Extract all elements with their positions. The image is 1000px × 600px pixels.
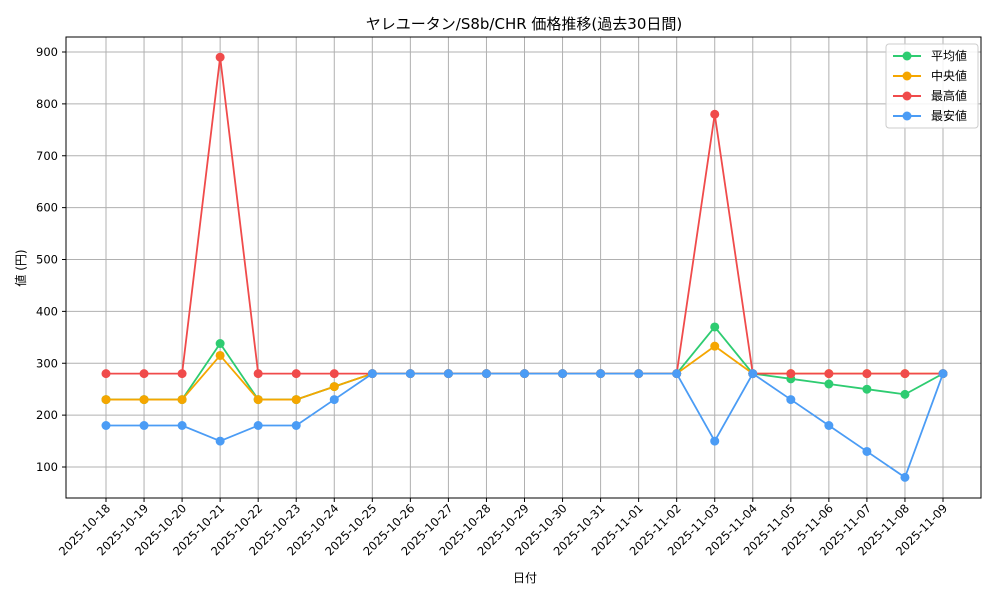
- data-point: [215, 52, 225, 62]
- y-tick-label: 200: [36, 408, 58, 422]
- data-point: [748, 369, 758, 379]
- plot-frame: [65, 36, 982, 499]
- data-point: [215, 339, 225, 349]
- legend-marker: [902, 91, 912, 101]
- legend-marker: [902, 51, 912, 61]
- data-point: [900, 369, 910, 379]
- data-point: [101, 421, 111, 430]
- x-axis-ticks: 2025-10-182025-10-192025-10-202025-10-21…: [56, 498, 950, 558]
- data-point: [291, 395, 301, 405]
- legend-label: 最高値: [931, 88, 967, 103]
- legend-marker: [902, 71, 912, 81]
- data-point: [177, 369, 187, 379]
- data-point: [900, 389, 910, 399]
- grid-lines: [66, 37, 981, 498]
- data-point: [862, 369, 872, 379]
- data-point: [215, 436, 225, 446]
- legend-label: 平均値: [931, 48, 967, 63]
- series-line: [101, 369, 948, 482]
- y-tick-label: 500: [36, 253, 58, 267]
- data-point: [862, 446, 872, 456]
- y-tick-label: 100: [36, 460, 58, 474]
- data-point: [786, 369, 796, 379]
- data-point: [329, 382, 339, 392]
- legend-label: 中央値: [931, 68, 967, 83]
- data-point: [710, 341, 720, 351]
- data-point: [139, 421, 149, 430]
- legend-box: [885, 43, 979, 129]
- y-tick-label: 800: [36, 97, 58, 111]
- data-point: [824, 369, 834, 379]
- data-point: [481, 369, 491, 379]
- data-point: [367, 369, 377, 379]
- data-point: [710, 109, 720, 119]
- data-point: [672, 369, 682, 379]
- x-axis-label: 日付: [513, 571, 537, 585]
- y-tick-label: 700: [36, 149, 58, 163]
- data-point: [291, 369, 301, 379]
- data-point: [786, 395, 796, 405]
- data-point: [862, 384, 872, 394]
- data-point: [596, 369, 606, 379]
- data-point: [900, 472, 910, 482]
- data-point: [253, 395, 263, 405]
- y-tick-label: 900: [36, 45, 58, 59]
- data-point: [520, 369, 529, 379]
- y-axis-ticks: 100 200 300 400 500 600 700 800 900: [36, 45, 66, 474]
- data-point: [329, 369, 339, 379]
- data-point: [215, 350, 225, 360]
- data-point: [443, 369, 453, 379]
- legend-label: 最安値: [931, 108, 967, 123]
- data-point: [558, 369, 568, 379]
- y-tick-label: 300: [36, 356, 58, 370]
- data-point: [177, 421, 187, 430]
- data-point: [101, 369, 111, 379]
- data-point: [824, 421, 834, 430]
- data-point: [329, 395, 339, 405]
- data-point: [139, 395, 149, 405]
- data-point: [710, 436, 720, 446]
- data-point: [824, 379, 834, 389]
- y-axis-label: 値 (円): [13, 249, 28, 286]
- data-point: [710, 322, 720, 332]
- plot-series: [101, 52, 948, 482]
- data-point: [177, 395, 187, 405]
- data-point: [291, 421, 301, 430]
- chart-title: ヤレユータン/S8b/CHR 価格推移(過去30日間): [366, 15, 682, 33]
- data-point: [139, 369, 149, 379]
- data-point: [253, 421, 263, 430]
- data-point: [101, 395, 111, 405]
- data-point: [938, 369, 948, 379]
- data-point: [253, 369, 263, 379]
- y-tick-label: 600: [36, 201, 58, 215]
- data-point: [405, 369, 415, 379]
- data-point: [634, 369, 644, 379]
- legend-marker: [902, 111, 912, 121]
- y-tick-label: 400: [36, 304, 58, 318]
